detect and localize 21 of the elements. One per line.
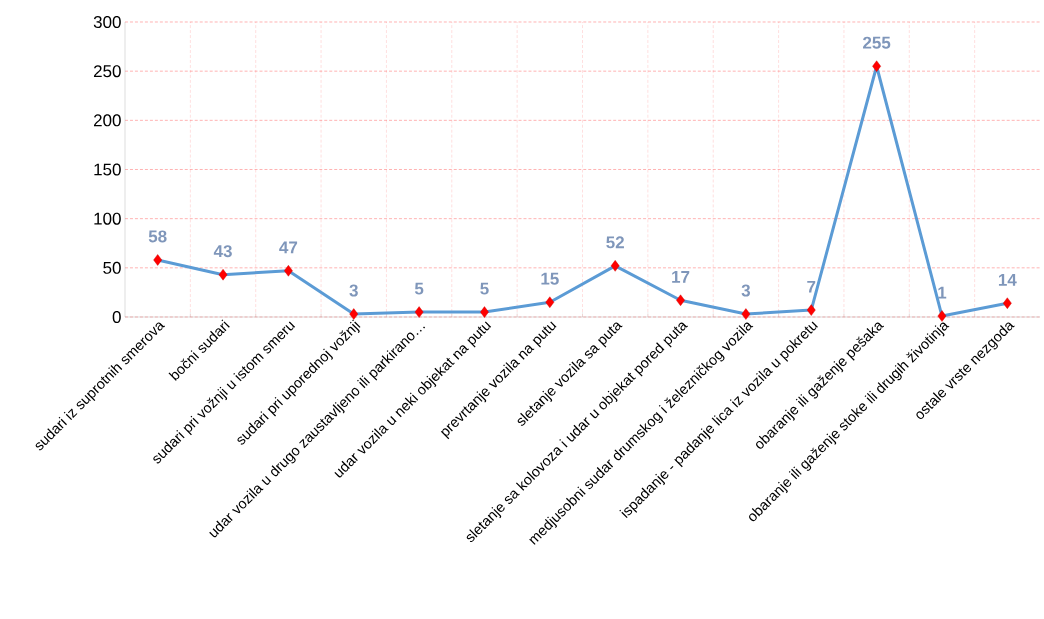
data-label: 14	[998, 274, 1017, 286]
data-label: 47	[279, 241, 298, 254]
data-label: 5	[480, 282, 489, 295]
y-tick-label: 200	[93, 114, 121, 127]
y-tick-label: 50	[103, 261, 121, 274]
data-label: 1	[938, 286, 947, 299]
y-tick-label: 150	[94, 163, 121, 176]
data-label: 3	[741, 284, 751, 297]
data-label: 7	[807, 280, 816, 293]
data-label: 3	[349, 284, 358, 297]
y-tick-label: 250	[93, 65, 121, 78]
y-tick-label: 100	[94, 212, 121, 225]
data-label: 58	[148, 230, 167, 243]
data-label: 43	[213, 245, 232, 258]
y-tick-label: 300	[93, 15, 121, 29]
data-label: 5	[414, 282, 424, 295]
data-label: 17	[672, 271, 690, 283]
data-label: 15	[541, 272, 559, 285]
y-tick-label: 0	[112, 310, 121, 324]
data-label: 255	[863, 36, 891, 49]
data-label: 52	[606, 236, 624, 249]
